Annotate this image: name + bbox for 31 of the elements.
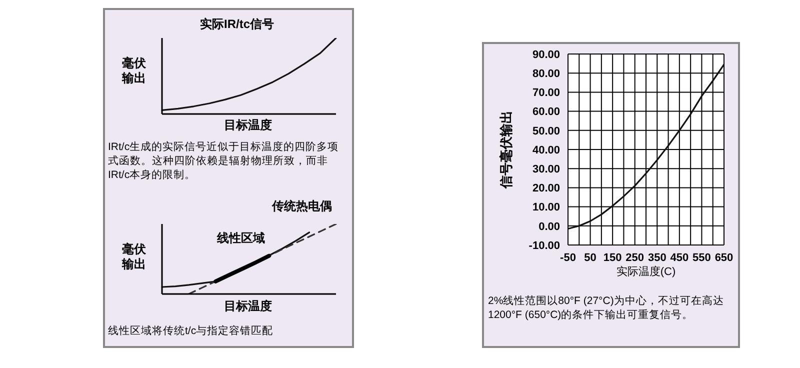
x-tick-label: 50	[584, 252, 596, 264]
x-tick-label: 150	[603, 252, 622, 264]
x-tick-label: 450	[670, 252, 689, 264]
x-tick-label: -50	[560, 252, 576, 264]
x-axis-title: 实际温度(C)	[615, 264, 677, 279]
y-axis-title: 毫伏输出	[122, 56, 147, 86]
text: IRt/c生成的实际信号近似于目标温度的四阶多项式函数。这种四阶依赖是辐射物理所致，而非IRt/c本身的限制。	[108, 140, 340, 182]
y-tick-label: 60.00	[532, 106, 560, 118]
y-tick-label: 20.00	[532, 182, 560, 195]
x-axis-title: 目标温度	[223, 298, 273, 315]
y-tick-label: 90.00	[532, 48, 560, 61]
series-label: 传统热电偶	[271, 199, 332, 213]
y-axis-title: 毫伏输出	[122, 242, 147, 272]
y-tick-label: 30.00	[532, 164, 560, 176]
text: 实际IR/tc信号	[200, 16, 274, 33]
y-tick-label: 50.00	[532, 125, 560, 138]
x-tick-label: 550	[692, 252, 711, 264]
y-tick-label: 10.00	[532, 202, 560, 214]
text: 2%线性范围以80°F (27°C)为中心，不过可在高达1200°F (650°C)的条件下输出可重复信号。	[488, 294, 725, 322]
y-tick-label: -10.00	[528, 240, 560, 252]
x-tick-label: 250	[626, 252, 644, 264]
y-axis-title: 信号毫伏输出	[498, 110, 514, 190]
y-tick-label: 70.00	[532, 87, 560, 100]
y-tick-label: 80.00	[532, 68, 560, 80]
y-tick-label: 0.00	[538, 220, 560, 233]
series-label: 线性区域	[216, 230, 266, 245]
text: 线性区域将传统t/c与指定容错匹配	[108, 324, 274, 338]
x-axis-title: 目标温度	[223, 117, 273, 134]
y-tick-label: 40.00	[532, 144, 560, 156]
x-tick-label: 650	[714, 252, 734, 264]
x-tick-label: 350	[648, 252, 666, 264]
